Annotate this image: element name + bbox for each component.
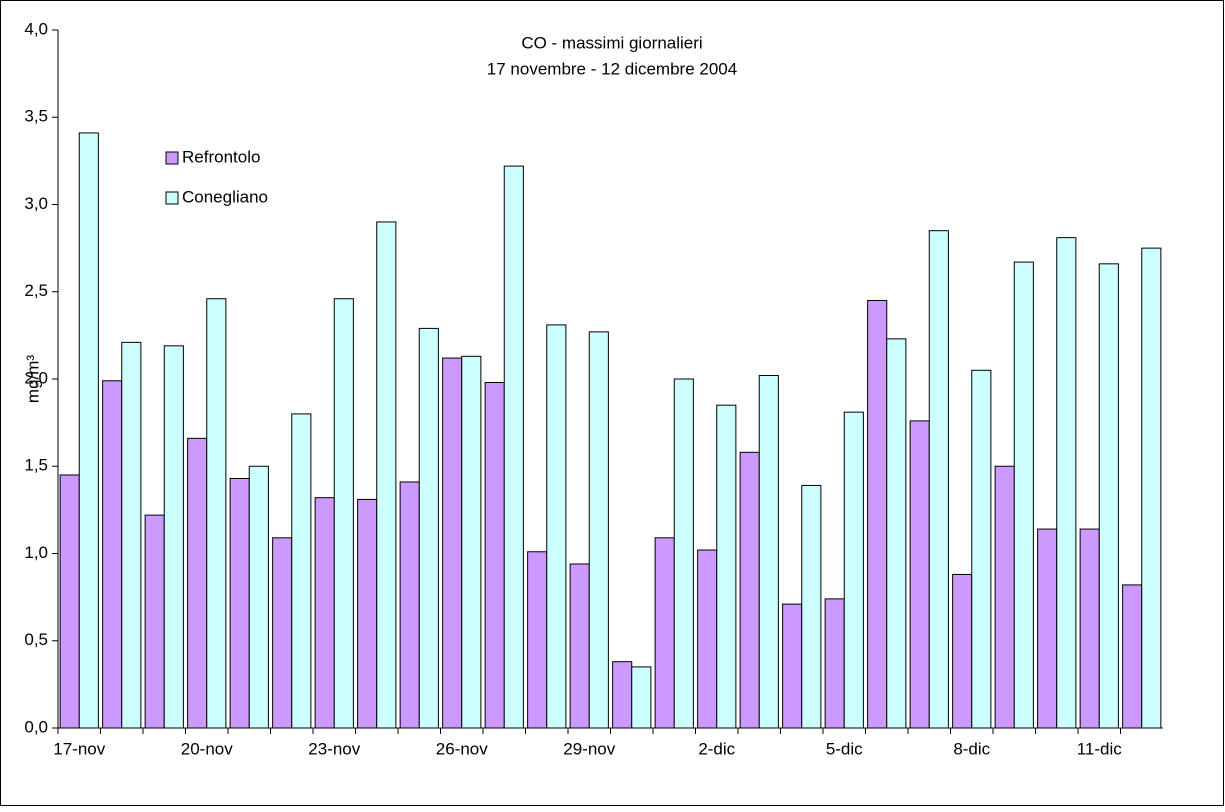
chart-subtitle: 17 novembre - 12 dicembre 2004 xyxy=(487,59,737,78)
bar xyxy=(994,465,1015,729)
x-tick-label: 23-nov xyxy=(308,739,360,758)
bar xyxy=(1122,584,1143,729)
bar xyxy=(782,603,803,729)
y-tick-label: 2,5 xyxy=(24,281,48,300)
bar xyxy=(886,338,907,729)
chart-title: CO - massimi giornalieri xyxy=(521,33,702,52)
bar xyxy=(716,404,737,729)
x-tick-label: 29-nov xyxy=(563,739,615,758)
bar xyxy=(121,341,142,729)
y-tick-label: 3,0 xyxy=(24,194,48,213)
bar xyxy=(314,497,335,729)
bar xyxy=(333,298,354,729)
y-tick-label: 4,0 xyxy=(24,19,48,38)
bar xyxy=(739,451,760,729)
x-tick-label: 2-dic xyxy=(698,739,735,758)
bar xyxy=(1141,247,1162,729)
x-tick-label: 26-nov xyxy=(436,739,488,758)
y-tick-label: 2,0 xyxy=(24,368,48,387)
bar xyxy=(867,299,888,729)
bar xyxy=(612,661,633,729)
bar xyxy=(163,345,184,729)
x-tick-label: 5-dic xyxy=(826,739,863,758)
bar xyxy=(546,324,567,729)
bar xyxy=(971,369,992,729)
bar xyxy=(697,549,718,729)
bar xyxy=(909,420,930,729)
bar xyxy=(503,165,524,729)
bar xyxy=(357,498,378,729)
bar xyxy=(1037,528,1058,729)
bar xyxy=(1013,261,1034,729)
bar xyxy=(248,465,269,729)
bar xyxy=(801,484,822,729)
bar xyxy=(206,298,227,729)
bar xyxy=(187,437,208,729)
bar xyxy=(78,132,99,729)
bar xyxy=(952,573,973,729)
y-tick-label: 1,0 xyxy=(24,543,48,562)
bar xyxy=(824,598,845,729)
bar xyxy=(144,514,165,729)
bar xyxy=(1079,528,1100,729)
y-tick-label: 1,5 xyxy=(24,456,48,475)
y-tick-label: 0,5 xyxy=(24,630,48,649)
bar xyxy=(59,474,80,729)
x-tick-label: 17-nov xyxy=(53,739,105,758)
legend-swatch xyxy=(165,151,179,165)
bar xyxy=(102,380,123,729)
bar xyxy=(272,537,293,729)
bar xyxy=(1056,237,1077,729)
bar xyxy=(484,381,505,729)
legend-label: Refrontolo xyxy=(182,147,260,166)
x-tick-label: 8-dic xyxy=(953,739,990,758)
bar xyxy=(654,537,675,729)
x-tick-label: 20-nov xyxy=(181,739,233,758)
y-axis-label: mg/m³ xyxy=(23,355,42,404)
x-tick-label: 11-dic xyxy=(1077,739,1123,758)
bar xyxy=(631,666,652,729)
legend-swatch xyxy=(165,191,179,205)
bar xyxy=(527,551,548,729)
bar xyxy=(418,327,439,729)
bar xyxy=(376,221,397,729)
bar xyxy=(291,413,312,729)
bar xyxy=(399,481,420,729)
legend-label: Conegliano xyxy=(182,187,268,206)
bar xyxy=(588,331,609,729)
bar xyxy=(229,477,250,729)
y-tick-label: 3,5 xyxy=(24,107,48,126)
bar xyxy=(1098,263,1119,729)
bar xyxy=(843,411,864,729)
y-tick-label: 0,0 xyxy=(24,717,48,736)
bar xyxy=(442,357,463,729)
bar xyxy=(673,378,694,729)
bar xyxy=(569,563,590,729)
bar xyxy=(928,230,949,729)
bar xyxy=(461,355,482,729)
bar xyxy=(758,375,779,729)
